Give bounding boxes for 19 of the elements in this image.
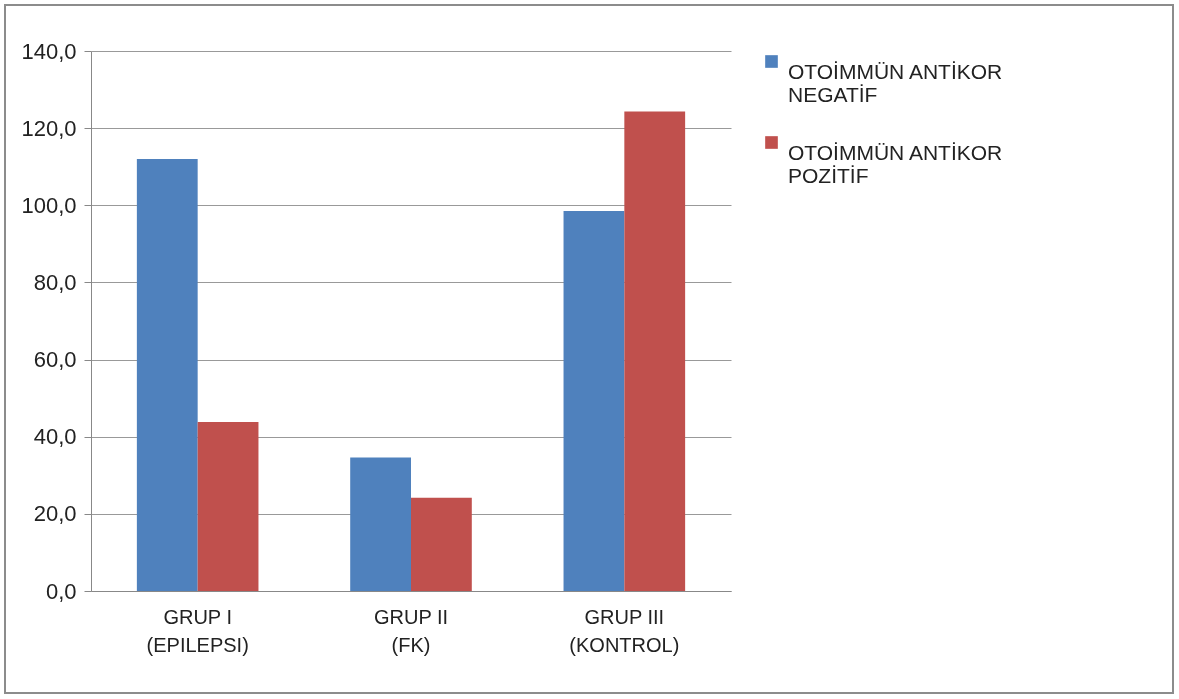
x-tick-label: GRUP II (FK) <box>373 605 449 656</box>
y-tick-label: 0,0 <box>45 578 77 604</box>
y-tick-label: 120,0 <box>21 115 77 141</box>
legend-label: OTOİMMÜN ANTİKOR POZİTİF <box>788 140 1003 187</box>
legend-label: OTOİMMÜN ANTİKOR NEGATİF <box>788 59 1003 106</box>
x-tick-label: GRUP I (EPILEPSI) <box>146 605 249 656</box>
bar <box>350 457 411 591</box>
y-tick-label: 20,0 <box>33 501 77 527</box>
bar <box>624 111 686 591</box>
bar <box>136 159 198 591</box>
bar <box>563 211 625 591</box>
bar <box>411 497 472 591</box>
y-tick-label: 40,0 <box>33 424 77 450</box>
y-tick-label: 100,0 <box>21 192 77 218</box>
bar <box>197 422 259 591</box>
y-tick-label: 80,0 <box>33 269 77 295</box>
x-tick-label: GRUP III (KONTROL) <box>569 605 680 656</box>
y-tick-label: 140,0 <box>21 38 77 64</box>
y-tick-label: 60,0 <box>33 347 77 373</box>
